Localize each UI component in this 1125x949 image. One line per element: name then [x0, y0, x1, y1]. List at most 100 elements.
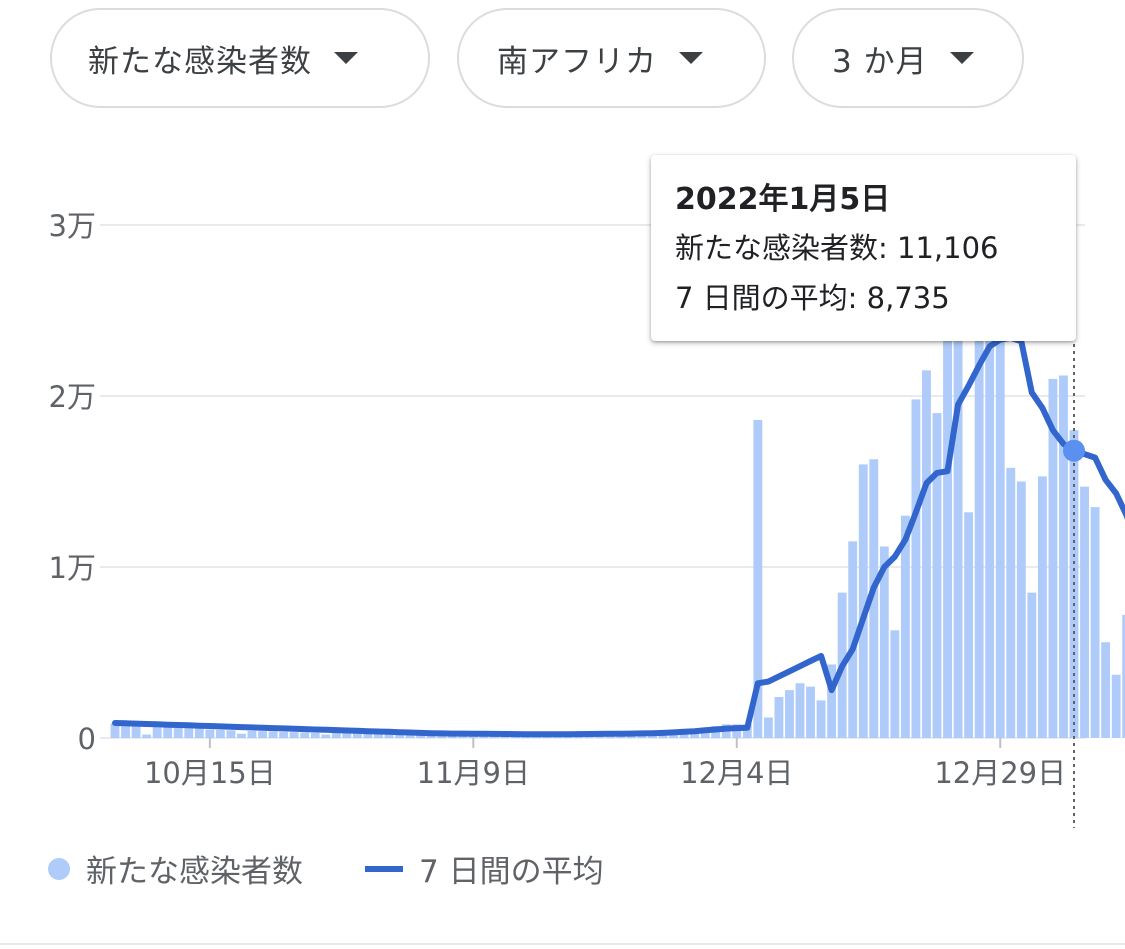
case-bar	[858, 464, 868, 738]
x-tick-label: 10月15日	[144, 756, 276, 790]
case-bar	[637, 734, 647, 738]
case-bar	[215, 729, 225, 738]
case-bar	[1037, 476, 1047, 738]
tooltip-new-cases: 新たな感染者数: 11,106	[675, 231, 999, 265]
case-bar	[121, 724, 130, 738]
case-bar	[163, 726, 173, 738]
case-bar	[1122, 614, 1125, 738]
chart-legend: 新たな感染者数 7 日間の平均	[48, 846, 604, 891]
line-legend-swatch	[365, 865, 403, 872]
case-bar	[806, 686, 815, 738]
case-bar	[679, 732, 689, 738]
case-bar	[405, 734, 415, 738]
tooltip-average: 7 日間の平均: 8,735	[675, 281, 950, 315]
new-cases-bars	[110, 190, 1125, 739]
case-bar	[658, 734, 668, 738]
case-bar	[279, 731, 289, 738]
chart-tooltip: 2022年1月5日 新たな感染者数: 11,106 7 日間の平均: 8,735	[651, 155, 1076, 341]
case-bar	[300, 732, 310, 738]
case-bar	[1111, 674, 1121, 738]
case-bar	[374, 733, 383, 738]
bar-legend-swatch	[48, 857, 70, 880]
case-bar	[742, 724, 752, 738]
divider	[0, 943, 1125, 945]
case-bar	[142, 734, 152, 738]
case-bar	[173, 726, 183, 738]
case-bar	[331, 732, 341, 738]
dropdown-arrow-icon	[679, 52, 703, 64]
case-bar	[785, 690, 794, 738]
case-bar	[110, 723, 120, 738]
y-axis: 0 1万 2万 3万	[49, 209, 96, 756]
case-bar	[648, 734, 657, 738]
y-tick-label: 2万	[49, 380, 96, 414]
case-bar	[1048, 378, 1058, 738]
tooltip-new-cases-value: 11,106	[897, 231, 999, 265]
case-bar	[869, 459, 879, 738]
dropdown-arrow-icon	[949, 52, 974, 64]
case-bar	[321, 734, 331, 738]
case-bar	[384, 733, 394, 738]
time-range-dropdown[interactable]: 3 か月	[792, 8, 1024, 108]
tooltip-date: 2022年1月5日	[675, 182, 891, 217]
tooltip-average-label: 7 日間の平均	[675, 281, 848, 315]
case-bar	[1090, 507, 1100, 738]
bar-legend-label: 新たな感染者数	[86, 854, 303, 890]
x-tick-label: 12月4日	[680, 756, 793, 790]
case-bar	[848, 541, 858, 738]
case-bar	[879, 546, 889, 738]
case-bar	[1080, 486, 1089, 738]
case-bar	[774, 696, 784, 738]
seven-day-average-line	[112, 334, 1125, 738]
case-bar	[964, 512, 974, 738]
case-bar	[827, 664, 837, 738]
case-bar	[342, 733, 352, 738]
case-bar	[395, 733, 404, 738]
average-line-path	[112, 334, 1125, 738]
case-bar	[911, 399, 921, 738]
y-tick-label: 3万	[49, 209, 96, 243]
case-bar	[753, 419, 763, 738]
case-bar	[194, 728, 204, 738]
case-bar	[184, 727, 194, 738]
case-bar	[953, 190, 963, 739]
case-bar	[900, 515, 910, 738]
hover-point	[1063, 439, 1085, 462]
case-bar	[289, 732, 299, 738]
case-bar	[237, 733, 246, 738]
dropdown-arrow-icon	[334, 52, 358, 64]
case-bar	[922, 370, 931, 738]
case-bar	[258, 731, 267, 738]
line-legend-label: 7 日間の平均	[419, 854, 604, 890]
hover-point-marker	[1063, 439, 1085, 462]
y-tick-label: 0	[78, 722, 96, 756]
case-bar	[226, 730, 236, 738]
tooltip-average-value: 8,735	[866, 281, 950, 315]
case-bar	[974, 327, 984, 738]
x-tick-label: 12月29日	[934, 756, 1066, 790]
case-bar	[932, 413, 942, 738]
case-bar	[1016, 481, 1026, 738]
case-bar	[890, 630, 900, 738]
case-bar	[732, 724, 742, 738]
case-bar	[131, 724, 141, 738]
case-bar	[426, 734, 436, 738]
case-bar	[1006, 467, 1016, 738]
case-bar	[795, 683, 805, 738]
region-filter-label: 南アフリカ	[497, 43, 657, 80]
case-bar	[700, 729, 710, 738]
case-bar	[816, 700, 826, 738]
case-bar	[690, 731, 700, 738]
case-bar	[310, 732, 320, 738]
case-bar	[363, 733, 373, 738]
case-bar	[943, 310, 952, 738]
y-tick-label: 1万	[49, 551, 96, 585]
x-axis: 10月15日 11月9日 12月4日 12月29日	[144, 738, 1066, 790]
case-bar	[247, 730, 257, 738]
case-bar	[995, 284, 1005, 738]
metric-filter-dropdown[interactable]: 新たな感染者数	[50, 8, 430, 108]
case-bar	[352, 733, 362, 738]
tooltip-new-cases-label: 新たな感染者数	[675, 231, 879, 265]
region-filter-dropdown[interactable]: 南アフリカ	[457, 8, 766, 108]
